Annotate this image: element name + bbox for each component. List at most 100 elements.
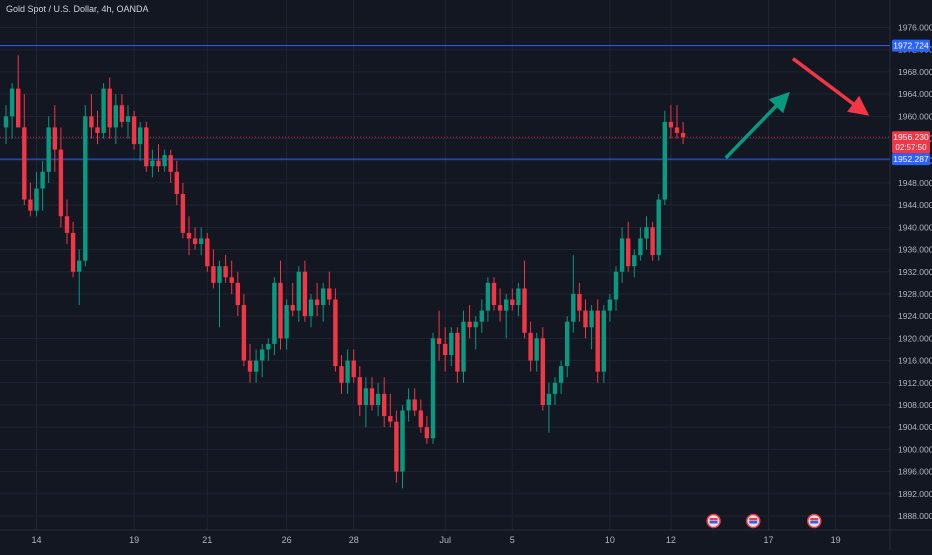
y-tick-label: 1892.000 — [898, 489, 932, 499]
candle-body — [199, 238, 204, 244]
candle-body — [162, 155, 167, 167]
candle-body — [497, 305, 503, 311]
candle-body — [455, 332, 460, 372]
y-tick-label: 1908.000 — [898, 400, 932, 410]
candle-body — [156, 160, 161, 167]
candle-body — [418, 410, 423, 428]
candle-body — [510, 299, 515, 306]
y-tick-label: 1896.000 — [898, 467, 932, 477]
candle-body — [180, 194, 186, 233]
candle-body — [607, 299, 613, 311]
candle-body — [9, 88, 15, 117]
candle-body — [461, 321, 466, 372]
y-tick-label: 1936.000 — [898, 245, 932, 255]
candle-body — [589, 310, 594, 328]
x-tick-label: 28 — [349, 535, 359, 545]
y-tick-label: 1900.000 — [898, 444, 932, 454]
candle-body — [302, 271, 308, 317]
y-tick-label: 1888.000 — [898, 511, 932, 521]
candle-body — [595, 310, 600, 372]
candle-body — [668, 121, 674, 128]
candle-body — [443, 343, 448, 356]
candle-body — [363, 388, 369, 405]
candle-body — [16, 88, 21, 128]
chart-title: Gold Spot / U.S. Dollar, 4h, OANDA — [6, 4, 149, 14]
candle-body — [58, 149, 64, 217]
level-price-label: 1952.287 — [893, 154, 929, 164]
candle-body — [369, 388, 375, 405]
candle-body — [308, 299, 314, 317]
candle-body — [485, 282, 491, 311]
arrow-up — [724, 91, 790, 160]
candle-body — [333, 299, 338, 367]
candle-body — [339, 366, 344, 383]
candle-body — [89, 116, 94, 128]
candle-body — [235, 282, 240, 306]
candle-body — [626, 238, 631, 267]
candle-body — [101, 88, 106, 133]
x-tick-label: 19 — [129, 535, 139, 545]
candle-body — [583, 310, 588, 328]
candle-body — [546, 393, 552, 405]
candle-body — [528, 332, 533, 361]
x-tick-label: 12 — [666, 535, 676, 545]
y-tick-label: 1964.000 — [898, 89, 932, 99]
candle-body — [504, 299, 509, 311]
candle-body — [138, 127, 143, 145]
candle-body — [107, 88, 112, 128]
candle-body — [174, 171, 179, 195]
candle-body — [217, 266, 222, 283]
x-tick-label: 14 — [31, 535, 41, 545]
candle-body — [540, 338, 545, 405]
candle-body — [357, 377, 362, 405]
candle-body — [40, 171, 45, 189]
candle-body — [113, 105, 118, 128]
candle-body — [400, 410, 405, 472]
candle-body — [577, 293, 582, 311]
candle-body — [34, 188, 39, 211]
candle-body — [314, 299, 320, 306]
candle-body — [327, 288, 332, 300]
candle-body — [150, 160, 155, 167]
candle-body — [205, 238, 210, 267]
candle-body — [558, 366, 564, 383]
candle-body — [436, 338, 442, 344]
candle-body — [674, 127, 680, 133]
candle-body — [64, 216, 70, 233]
candle-body — [70, 232, 76, 272]
y-tick-label: 1932.000 — [898, 267, 932, 277]
candle-body — [296, 271, 301, 311]
candle-body — [406, 399, 411, 411]
candle-body — [638, 238, 643, 256]
candle-body — [644, 227, 649, 239]
y-tick-label: 1960.000 — [898, 111, 932, 121]
y-tick-label: 1976.000 — [898, 23, 932, 33]
candle-body — [516, 288, 521, 306]
candle-body — [95, 127, 100, 133]
y-tick-label: 1928.000 — [898, 289, 932, 299]
y-tick-label: 1944.000 — [898, 200, 932, 210]
candle-body — [613, 271, 619, 300]
candle-body — [284, 305, 289, 339]
current-price-tag — [892, 131, 930, 154]
candle-body — [656, 199, 661, 256]
current-price-label: 1956.230 — [893, 132, 929, 142]
candle-body — [662, 121, 667, 200]
candle-body — [3, 116, 9, 128]
x-tick-label: 5 — [510, 535, 515, 545]
candle-body — [522, 288, 527, 333]
x-tick-label: 19 — [831, 535, 841, 545]
event-flag-icon — [807, 513, 822, 529]
candle-body — [22, 127, 27, 200]
candle-body — [144, 127, 149, 167]
candle-body — [266, 343, 271, 350]
candle-body — [125, 116, 131, 122]
candle-body — [186, 232, 192, 239]
candle-body — [272, 282, 277, 344]
x-tick-label: 21 — [202, 535, 212, 545]
event-flag-icon — [746, 513, 761, 529]
candle-body — [571, 293, 576, 322]
